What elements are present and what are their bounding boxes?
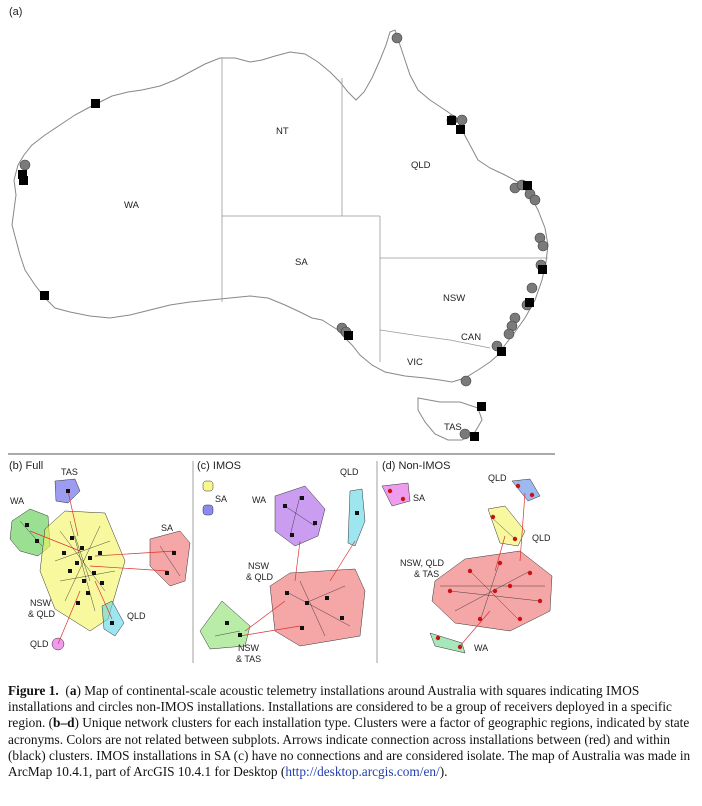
cluster-label: QLD xyxy=(488,473,507,483)
installation-circle xyxy=(526,282,538,294)
arcgis-link[interactable]: http://desktop.arcgis.com/en/ xyxy=(285,764,440,780)
cluster-label: QLD xyxy=(127,611,146,621)
cluster-label-line: & TAS xyxy=(236,654,261,664)
state-label-wa: WA xyxy=(124,200,140,211)
within-cluster-edges xyxy=(440,515,545,622)
network-panels: TAS WA SA NSW & QLD QLD QLD QLD SA W xyxy=(8,453,555,664)
state-label-qld: QLD xyxy=(411,160,431,171)
cluster-label: NSW & QLD xyxy=(246,561,274,582)
state-label-sa: SA xyxy=(295,257,308,268)
installation-circle xyxy=(19,159,31,171)
cluster-hull xyxy=(429,632,466,654)
cluster-hull xyxy=(149,530,191,587)
cluster-hull xyxy=(381,482,411,507)
network-nodes xyxy=(387,483,543,650)
installation-square xyxy=(523,181,532,190)
cluster-label: TAS xyxy=(61,467,78,477)
between-cluster-edges xyxy=(29,490,176,645)
state-label-tas: TAS xyxy=(444,422,462,433)
caption-text-2: ) Unique network clusters for each insta… xyxy=(8,715,690,763)
installation-square xyxy=(40,291,49,300)
installation-circle xyxy=(537,240,549,252)
cluster-label-line: NSW xyxy=(30,598,52,608)
between-cluster-edges xyxy=(459,492,526,647)
cluster-hull xyxy=(431,550,553,632)
cluster-label: NSW, QLD & TAS xyxy=(400,558,445,579)
cluster-label-line: NSW xyxy=(248,561,270,571)
mainland-outline xyxy=(11,29,549,383)
state-label-nt: NT xyxy=(276,126,289,137)
cluster-hull xyxy=(101,600,125,637)
installation-circle xyxy=(460,375,472,387)
state-label-vic: VIC xyxy=(407,357,423,368)
within-cluster-edges xyxy=(214,495,351,637)
cluster-hull xyxy=(269,568,366,647)
cluster-label: NSW & QLD xyxy=(28,598,56,619)
cluster-label: SA xyxy=(413,493,425,503)
panel-d-non-imos: SA QLD QLD NSW, QLD & TAS WA xyxy=(381,473,553,654)
cluster-label: SA xyxy=(215,494,227,504)
cluster-label: WA xyxy=(474,643,488,653)
panel-c-label: (c) IMOS xyxy=(197,460,241,472)
caption-bd: b–d xyxy=(53,715,75,731)
cluster-label: QLD xyxy=(340,467,359,477)
cluster-label-line: & QLD xyxy=(28,609,56,619)
cluster-hull xyxy=(511,478,541,502)
panel-c-imos: QLD SA WA NSW & QLD NSW & TAS xyxy=(199,467,366,664)
cluster-label-line: & TAS xyxy=(414,569,439,579)
installation-circle xyxy=(456,114,468,126)
figure-caption: Figure 1. (a) Map of continental-scale a… xyxy=(8,683,696,780)
cluster-label: SA xyxy=(161,523,173,533)
cluster-label: NSW & TAS xyxy=(236,643,261,664)
installation-square xyxy=(91,99,100,108)
between-cluster-edges xyxy=(239,540,356,637)
caption-text-4: ). xyxy=(439,764,448,780)
network-nodes xyxy=(225,496,359,637)
cluster-hull xyxy=(202,504,214,516)
installation-square xyxy=(344,331,353,340)
installation-square xyxy=(538,265,547,274)
installation-square xyxy=(456,125,465,134)
cluster-label-line: & QLD xyxy=(246,572,274,582)
caption-text-1: ) Map of continental-scale acoustic tele… xyxy=(8,683,672,731)
caption-text-3: ) have no connections and are considered… xyxy=(8,747,691,780)
installation-square xyxy=(18,170,27,179)
installation-circle xyxy=(459,428,471,440)
network-nodes xyxy=(25,489,176,625)
caption-lead: Figure 1. xyxy=(8,683,59,698)
state-label-nsw: NSW xyxy=(443,293,465,304)
state-borders xyxy=(221,58,548,362)
panel-b-label: (b) Full xyxy=(9,460,44,472)
installation-circle xyxy=(391,32,403,44)
cluster-label: QLD xyxy=(532,533,551,543)
installation-square xyxy=(19,176,28,185)
cluster-hull xyxy=(347,488,366,547)
installation-square xyxy=(525,298,534,307)
state-label-can: CAN xyxy=(461,332,481,343)
caption-paren: ( xyxy=(65,683,70,698)
cluster-label-line: NSW, QLD xyxy=(400,558,445,568)
installation-circle xyxy=(503,328,515,340)
cluster-label: QLD xyxy=(30,639,49,649)
caption-a: a xyxy=(69,683,77,698)
installation-square xyxy=(497,347,506,356)
installation-circle xyxy=(529,194,541,206)
installation-square xyxy=(447,116,456,125)
cluster-label-line: NSW xyxy=(238,643,260,653)
installation-square xyxy=(477,402,486,411)
caption-c: c xyxy=(238,747,244,763)
imos-installations xyxy=(18,99,547,441)
cluster-label: WA xyxy=(10,496,24,506)
cluster-label: WA xyxy=(252,495,266,505)
panel-b-full: TAS WA SA NSW & QLD QLD QLD xyxy=(9,467,191,651)
cluster-hull xyxy=(202,480,214,492)
panel-d-label: (d) Non-IMOS xyxy=(382,460,451,472)
panel-a-label: (a) xyxy=(9,6,23,18)
cluster-hull xyxy=(487,505,526,547)
australia-map: NT QLD WA SA NSW CAN VIC TAS xyxy=(11,29,549,441)
installation-square xyxy=(470,432,479,441)
